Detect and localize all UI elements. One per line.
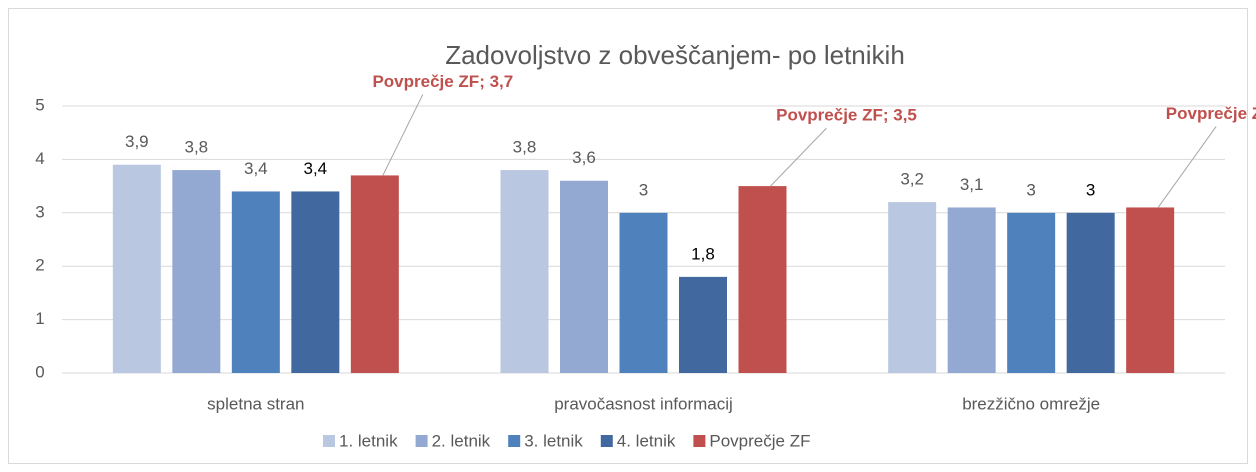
data-label: 3,4 bbox=[244, 159, 268, 178]
bar bbox=[350, 175, 399, 373]
legend-swatch bbox=[415, 435, 428, 447]
legend-label: Povprečje ZF bbox=[709, 431, 810, 450]
y-tick-label: 2 bbox=[35, 256, 44, 275]
data-label: 1,8 bbox=[691, 244, 715, 263]
legend-swatch bbox=[323, 435, 335, 447]
leader-line bbox=[382, 94, 424, 176]
chart-title: Zadovoljstvo z obveščanjem- po letnikih bbox=[445, 40, 905, 70]
bar bbox=[947, 207, 996, 373]
bar bbox=[738, 186, 787, 373]
bar bbox=[1126, 207, 1175, 373]
y-tick-label: 5 bbox=[35, 95, 44, 114]
legend-label: 3. letnik bbox=[524, 431, 583, 450]
bar bbox=[172, 170, 221, 373]
bar bbox=[679, 276, 727, 373]
x-tick-label: brezžično omrežje bbox=[962, 394, 1100, 413]
data-label: 3,6 bbox=[572, 148, 596, 167]
bar bbox=[500, 170, 549, 373]
y-tick-label: 1 bbox=[35, 309, 44, 328]
data-label: 3,8 bbox=[185, 138, 209, 157]
x-tick-label: spletna stran bbox=[207, 394, 304, 413]
data-label: 3,1 bbox=[960, 175, 984, 194]
data-label: 3,8 bbox=[513, 138, 537, 157]
data-label: 3 bbox=[1026, 180, 1035, 199]
data-label: 3,2 bbox=[900, 170, 924, 189]
legend-swatch bbox=[693, 435, 706, 447]
x-tick-label: pravočasnost informacij bbox=[554, 394, 733, 413]
data-label: Povprečje ZF; 3,7 bbox=[372, 72, 513, 91]
data-label: 3,4 bbox=[304, 159, 328, 178]
bar bbox=[231, 191, 280, 373]
y-tick-label: 0 bbox=[35, 362, 44, 381]
bar bbox=[619, 212, 668, 373]
legend-swatch bbox=[600, 435, 613, 447]
data-label: 3 bbox=[1086, 180, 1095, 199]
legend-label: 2. letnik bbox=[432, 431, 491, 450]
y-tick-label: 4 bbox=[35, 149, 44, 168]
bar bbox=[291, 191, 340, 373]
data-label: 3,9 bbox=[125, 132, 149, 151]
bar bbox=[1007, 212, 1056, 373]
bar bbox=[888, 202, 937, 373]
bar bbox=[112, 164, 161, 373]
data-label: Povprečje ZF; 3,1 bbox=[1166, 104, 1256, 123]
data-label: Povprečje ZF; 3,5 bbox=[776, 106, 917, 125]
leader-line bbox=[1157, 126, 1217, 208]
legend-swatch bbox=[508, 435, 521, 447]
data-label: 3 bbox=[639, 180, 648, 199]
y-tick-label: 3 bbox=[35, 202, 44, 221]
bar bbox=[560, 180, 608, 373]
bar bbox=[1066, 212, 1115, 373]
legend-label: 4. letnik bbox=[617, 431, 676, 450]
legend-label: 1. letnik bbox=[339, 431, 398, 450]
leader-line bbox=[770, 127, 827, 187]
